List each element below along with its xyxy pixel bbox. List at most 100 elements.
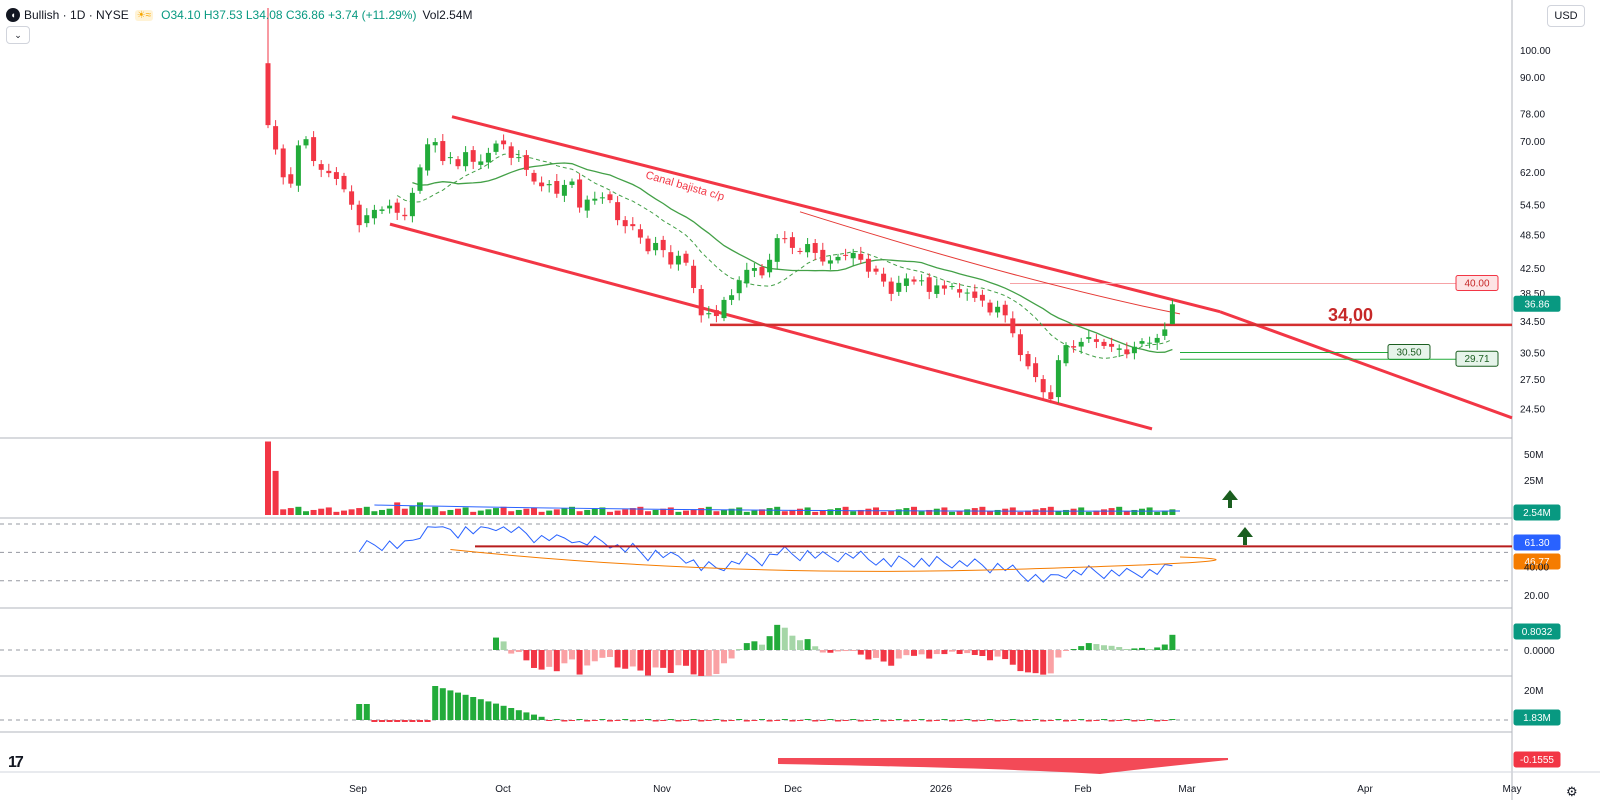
- candle-body: [744, 269, 750, 284]
- currency-button[interactable]: USD: [1547, 5, 1585, 27]
- macd-hist-bar: [1017, 650, 1024, 672]
- candle-body: [751, 268, 757, 271]
- obv-hist-bar: [766, 720, 773, 722]
- candle-body: [843, 254, 849, 256]
- price-tick-label: 27.50: [1520, 375, 1545, 386]
- candle-body: [1139, 341, 1145, 344]
- collapse-legend-button[interactable]: ⌄: [6, 26, 30, 44]
- volume-bar: [667, 507, 674, 515]
- macd-hist-bar: [515, 650, 522, 653]
- price-tick-label: 70.00: [1520, 137, 1545, 148]
- candle-body: [569, 181, 575, 185]
- macd-hist-bar: [857, 650, 864, 655]
- candle-body: [501, 140, 507, 145]
- candle-body: [698, 288, 704, 316]
- macd-hist-bar: [926, 650, 933, 659]
- volume-bar: [713, 511, 720, 515]
- volume-bar: [432, 506, 439, 515]
- obv-hist-bar: [1002, 720, 1009, 721]
- volume-bar: [774, 506, 781, 515]
- candle-body: [1048, 392, 1054, 400]
- candle-body: [926, 277, 932, 292]
- candle-body: [402, 214, 408, 217]
- obv-hist-bar: [857, 720, 864, 722]
- volume-bar: [538, 511, 545, 515]
- candle-body: [972, 291, 978, 298]
- volume-bar: [265, 441, 271, 515]
- candle-body: [645, 238, 651, 252]
- candle-body: [1147, 342, 1153, 344]
- obv-hist-bar: [1093, 720, 1100, 721]
- volume-bar: [371, 511, 378, 515]
- candle-body: [865, 258, 871, 272]
- volume-bar: [857, 509, 864, 515]
- macd-hist-bar: [1025, 650, 1031, 673]
- channel-upper-extension: [1219, 310, 1513, 420]
- bottom-indicator-badge: -0.1555: [1520, 755, 1554, 766]
- macd-hist-bar: [1108, 645, 1115, 650]
- volume-bar: [781, 511, 788, 515]
- candle-body: [827, 260, 833, 264]
- obv-hist-bar: [1108, 720, 1115, 722]
- obv-hist-bar: [1139, 720, 1145, 721]
- macd-hist-bar: [1040, 650, 1047, 675]
- obv-hist-bar: [759, 719, 765, 720]
- volume-value: Vol2.54M: [422, 8, 473, 22]
- macd-hist-bar: [1032, 650, 1039, 674]
- candle-body: [303, 139, 309, 146]
- volume-bar: [675, 511, 682, 515]
- candle-body: [774, 238, 780, 262]
- macd-hist-bar: [629, 650, 636, 667]
- candle-body: [356, 204, 362, 226]
- candle-body: [592, 198, 598, 201]
- candle-body: [599, 197, 605, 199]
- candle-body: [379, 209, 385, 211]
- obv-hist-bar: [1032, 719, 1039, 720]
- volume-bar: [1169, 509, 1176, 515]
- last-price-badge-bg: [1513, 295, 1561, 312]
- obv-hist-bar: [812, 720, 819, 722]
- volume-bar: [652, 509, 659, 515]
- candle-body: [660, 239, 666, 251]
- macd-hist-bar: [576, 650, 583, 675]
- volume-bar: [645, 511, 651, 515]
- candle-body: [812, 243, 818, 253]
- volume-bar: [1032, 509, 1039, 515]
- volume-bar: [1139, 508, 1145, 515]
- volume-bar: [348, 509, 355, 515]
- candle-body: [949, 286, 955, 288]
- volume-badge: 2.54M: [1523, 508, 1551, 519]
- volume-bar: [1017, 511, 1024, 515]
- macd-hist-bar: [683, 650, 689, 666]
- volume-bar: [310, 509, 317, 515]
- obv-hist-bar: [789, 720, 796, 722]
- macd-hist-bar: [812, 646, 819, 650]
- macd-hist-bar: [607, 650, 613, 658]
- time-tick-label: Mar: [1178, 784, 1196, 795]
- obv-hist-bar: [675, 720, 682, 722]
- obv-hist-bar: [394, 720, 401, 722]
- obv-hist-bar: [1070, 720, 1077, 721]
- candle-body: [1071, 346, 1077, 348]
- volume-bar: [455, 508, 461, 515]
- macd-hist-bar: [1063, 650, 1069, 651]
- candle-body: [979, 294, 985, 301]
- volume-bar: [272, 470, 279, 515]
- candle-body: [554, 181, 560, 194]
- obv-hist-bar: [736, 719, 743, 720]
- obv-hist-bar: [949, 720, 955, 722]
- candle-body: [835, 256, 841, 261]
- gear-icon[interactable]: ⚙: [1566, 784, 1578, 799]
- volume-bar: [987, 511, 993, 515]
- symbol-header[interactable]: ◖ Bullish · 1D · NYSE ☀≈ O34.10 H37.53 L…: [6, 6, 473, 24]
- macd-hist-bar: [728, 650, 735, 659]
- volume-bar: [1085, 511, 1092, 515]
- macd-hist-bar: [850, 650, 857, 651]
- candle-body: [485, 152, 491, 163]
- volume-bar: [622, 509, 629, 515]
- candle-body: [349, 191, 355, 205]
- obv-hist-bar: [751, 720, 758, 721]
- macd-hist-bar: [949, 650, 955, 652]
- candle-body: [736, 280, 742, 294]
